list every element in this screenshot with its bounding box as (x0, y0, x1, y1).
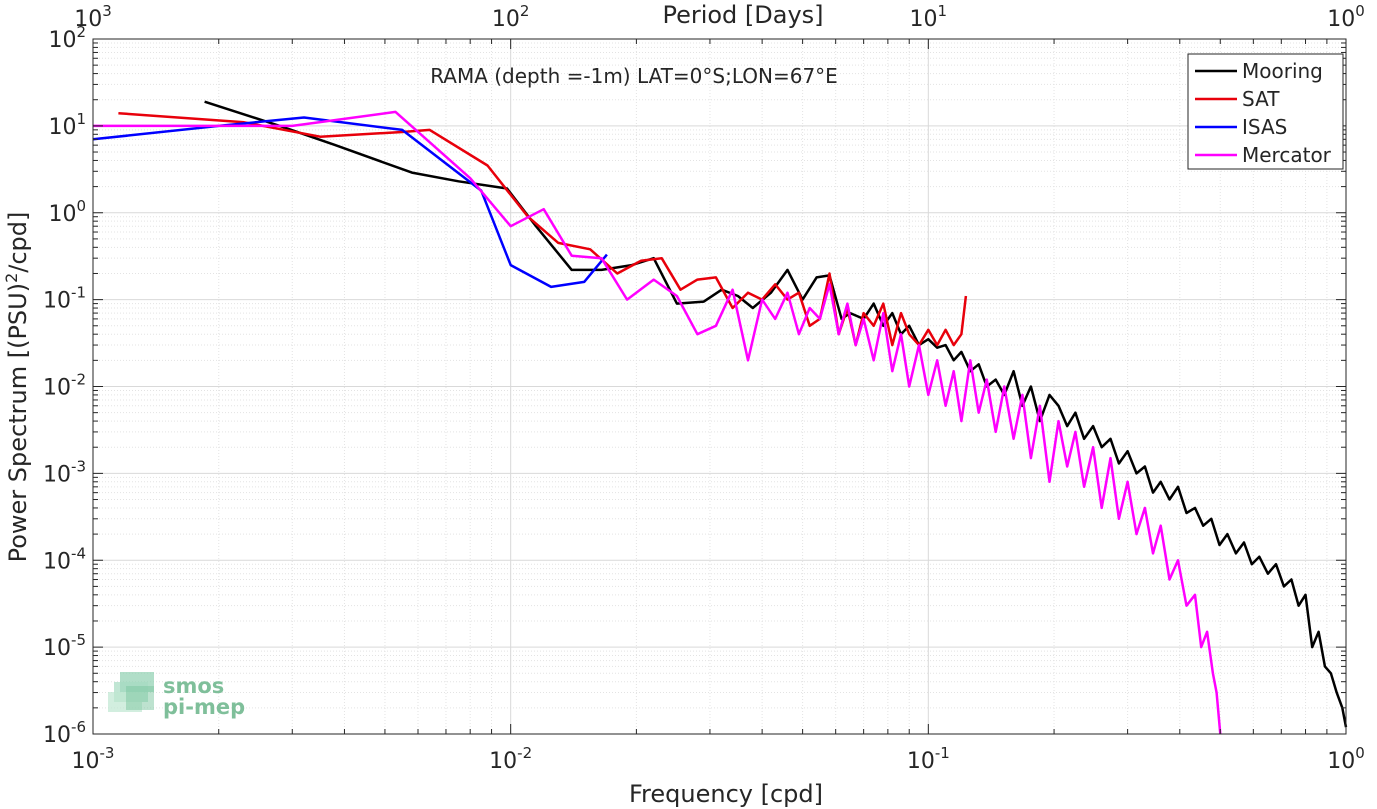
series-line-sat (118, 111, 968, 347)
top-x-axis-title: Period [Days] (662, 1, 823, 29)
y-tick-label: 10-4 (43, 544, 86, 574)
legend-label-mercator: Mercator (1242, 143, 1332, 167)
x-tick-exponent: -2 (517, 744, 532, 762)
logo-text-pi-mep: pi-mep (163, 695, 245, 719)
y-tick-base: 10 (43, 376, 71, 401)
y-tick-exponent: -5 (71, 631, 86, 649)
x-axis-title: Frequency [cpd] (629, 780, 823, 808)
y-axis-title-sup: 2 (2, 273, 21, 283)
x-tick-label: 100 (1327, 744, 1365, 774)
y-tick-exponent: 2 (76, 23, 86, 41)
top-x-tick-labels: 103 102 101 100 (74, 2, 1365, 32)
legend-label-isas: ISAS (1242, 115, 1287, 139)
series-layer (92, 100, 1348, 735)
y-tick-label: 102 (48, 23, 86, 53)
top-x-tick-base: 10 (492, 7, 520, 32)
x-tick-base: 10 (907, 749, 935, 774)
x-tick-exponent: -3 (100, 744, 115, 762)
series-line-mooring (204, 100, 1348, 728)
top-x-tick-exponent: 2 (520, 2, 530, 20)
y-tick-label: 10-2 (43, 371, 86, 401)
series-line-mercator (93, 110, 1222, 735)
x-tick-label: 10-3 (72, 744, 115, 774)
top-x-tick-exponent: 0 (1355, 2, 1365, 20)
y-tick-base: 10 (43, 462, 71, 487)
chart-annotation: RAMA (depth =-1m) LAT=0°S;LON=67°E (430, 64, 838, 88)
y-tick-base: 10 (43, 723, 71, 748)
smos-pi-mep-logo: smos pi-mep (108, 672, 245, 719)
y-tick-exponent: -2 (71, 371, 86, 389)
top-x-tick-base: 10 (74, 7, 102, 32)
top-x-tick-label: 102 (492, 2, 530, 32)
x-tick-base: 10 (489, 749, 517, 774)
y-tick-base: 10 (43, 549, 71, 574)
y-tick-base: 10 (43, 636, 71, 661)
y-tick-exponent: -3 (71, 457, 86, 475)
y-tick-base: 10 (48, 202, 76, 227)
legend-label-mooring: Mooring (1242, 59, 1323, 83)
y-tick-exponent: 1 (76, 110, 86, 128)
x-tick-label: 10-2 (489, 744, 532, 774)
top-x-tick-base: 10 (1327, 7, 1355, 32)
legend: Mooring SAT ISAS Mercator (1187, 53, 1344, 170)
major-grid (92, 38, 1347, 735)
top-x-tick-label: 100 (1327, 2, 1365, 32)
y-tick-exponent: 0 (76, 197, 86, 215)
x-tick-base: 10 (72, 749, 100, 774)
top-x-tick-label: 103 (74, 2, 112, 32)
y-axis-title-tail: /cpd] (4, 212, 32, 273)
y-tick-label: 10-1 (43, 284, 86, 314)
y-tick-label: 100 (48, 197, 86, 227)
x-tick-base: 10 (1327, 749, 1355, 774)
series-line-isas (92, 116, 608, 289)
top-x-tick-label: 101 (910, 2, 948, 32)
x-tick-label: 10-1 (907, 744, 950, 774)
top-x-tick-exponent: 1 (938, 2, 948, 20)
y-axis-title-main: Power Spectrum [(PSU) (4, 283, 32, 562)
y-tick-label: 101 (48, 110, 86, 140)
x-tick-labels: 10-3 10-2 10-1 100 (72, 744, 1365, 774)
y-tick-exponent: -1 (71, 284, 86, 302)
y-axis-title: Power Spectrum [(PSU)2/cpd] (2, 212, 32, 563)
top-x-tick-base: 10 (910, 7, 938, 32)
y-tick-exponent: -4 (71, 544, 86, 562)
y-tick-base: 10 (43, 289, 71, 314)
legend-label-sat: SAT (1242, 87, 1280, 111)
top-x-tick-exponent: 3 (102, 2, 112, 20)
x-tick-exponent: 0 (1355, 744, 1365, 762)
y-tick-label: 10-5 (43, 631, 86, 661)
y-tick-label: 10-6 (43, 718, 86, 748)
y-tick-base: 10 (48, 28, 76, 53)
y-tick-label: 10-3 (43, 457, 86, 487)
y-tick-base: 10 (48, 115, 76, 140)
tick-marks (92, 38, 1347, 735)
legend-box (1187, 53, 1344, 170)
logo-text-smos: smos (163, 674, 224, 698)
y-tick-exponent: -6 (71, 718, 86, 736)
x-tick-exponent: -1 (935, 744, 950, 762)
